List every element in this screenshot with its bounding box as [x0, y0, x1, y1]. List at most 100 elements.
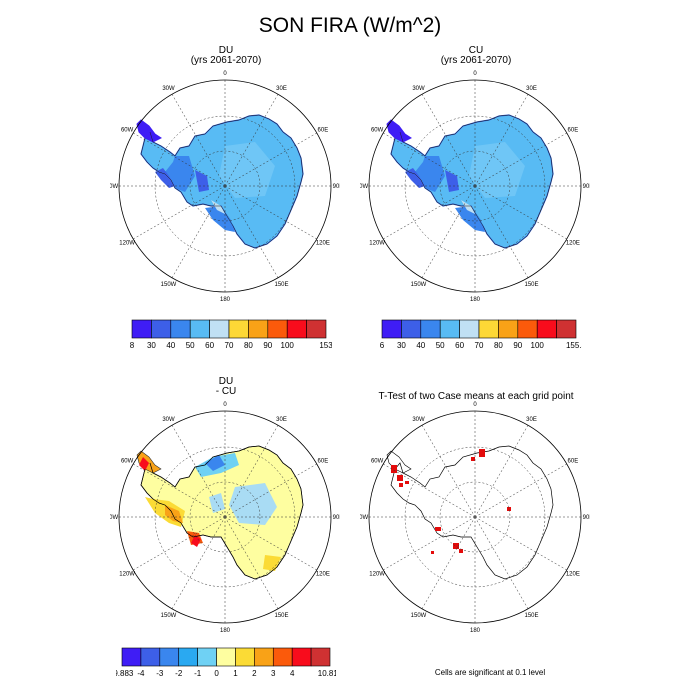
significant-cell: [399, 483, 403, 487]
meridian-line: [474, 463, 567, 518]
meridian-line: [224, 516, 317, 571]
colorbar-label: 3: [271, 669, 276, 678]
longitude-label: 120W: [119, 572, 135, 578]
longitude-label: 120E: [316, 572, 330, 578]
colorbar-label: 90: [263, 341, 272, 350]
colorbar-swatch: [291, 647, 312, 667]
longitude-label: 60E: [318, 459, 329, 465]
longitude-label: 30W: [162, 417, 175, 423]
colorbar-swatch: [170, 319, 191, 339]
colorbar-swatch: [209, 319, 230, 339]
meridian-line: [383, 463, 476, 518]
longitude-label: 120E: [566, 572, 580, 578]
meridian-line: [224, 185, 317, 240]
longitude-label: 0: [223, 402, 227, 408]
colorbar-label: 80: [244, 341, 253, 350]
colorbar-swatch: [178, 647, 198, 667]
colorbar-swatch: [267, 319, 288, 339]
panel-title-line1: DU: [218, 45, 234, 56]
continent-field: [386, 445, 554, 580]
colorbar-label: 0: [214, 669, 219, 678]
significant-cell: [479, 449, 485, 457]
map-du: 0 30E 60E 90E 120E 150E 180 150W 120W 90W 60W 30W: [110, 71, 340, 303]
longitude-label: 30E: [526, 86, 537, 92]
continent-field: [136, 114, 304, 249]
meridian-line: [421, 425, 476, 518]
meridian-line: [133, 463, 226, 518]
longitude-label: 180: [220, 628, 231, 634]
colorbar-swatch: [306, 319, 327, 339]
map-boundary: [118, 79, 332, 293]
meridian-line: [383, 132, 476, 187]
colorbar-label: 1: [233, 669, 238, 678]
colorbar-label: 70: [225, 341, 234, 350]
panel-title-line1: T-Test of two Case means at each grid po…: [378, 391, 574, 402]
meridian-line: [383, 516, 476, 571]
colorbar-label: -2: [175, 669, 183, 678]
colorbar-swatch: [401, 319, 422, 339]
longitude-label: 150W: [411, 613, 427, 619]
longitude-label: 30E: [526, 417, 537, 423]
panel-title-line1: DU: [218, 376, 234, 387]
meridian-line: [171, 425, 226, 518]
longitude-label: 150W: [161, 613, 177, 619]
meridian-line: [171, 94, 226, 187]
colorbar-swatch: [286, 319, 307, 339]
longitude-label: 150E: [274, 282, 288, 288]
longitude-label: 90W: [110, 184, 119, 190]
colorbar-swatch: [140, 647, 161, 667]
longitude-label: 150E: [524, 613, 538, 619]
meridian-line: [474, 132, 567, 187]
meridian-line: [224, 94, 279, 187]
map-boundary: [368, 410, 582, 624]
meridian-line: [383, 185, 476, 240]
latitude-circle: [404, 446, 546, 588]
latitude-circle: [439, 481, 511, 553]
colorbar-swatch: [536, 319, 557, 339]
meridian-line: [421, 516, 476, 609]
continent-field: [386, 114, 554, 249]
significant-cell: [435, 527, 441, 531]
meridian-line: [171, 185, 226, 278]
panel-title-diff: DU - CU: [146, 377, 306, 397]
longitude-label: 60W: [121, 128, 134, 134]
longitude-label: 60E: [318, 128, 329, 134]
colorbar-swatch: [248, 319, 269, 339]
colorbar-swatch: [151, 319, 172, 339]
longitude-label: 90W: [360, 184, 369, 190]
latitude-circle: [154, 446, 296, 588]
longitude-label: 60W: [121, 459, 134, 465]
meridian-line: [171, 516, 226, 609]
colorbar-label: 50: [436, 341, 445, 350]
map-ttest: 0 30E 60E 90E 120E 150E 180 150W 120W 90W 60W 30W: [360, 402, 590, 634]
colorbar-label: 80: [494, 341, 503, 350]
longitude-label: 150W: [411, 282, 427, 288]
meridian-line: [421, 185, 476, 278]
panel-title-ttest: T-Test of two Case means at each grid po…: [356, 392, 596, 402]
longitude-label: 30E: [276, 417, 287, 423]
meridian-line: [133, 185, 226, 240]
longitude-label: 60E: [568, 128, 579, 134]
colorbar-swatch: [235, 647, 255, 667]
longitude-label: 90E: [333, 184, 340, 190]
significant-cell: [391, 465, 397, 473]
longitude-label: 120E: [316, 241, 330, 247]
meridian-line: [474, 425, 529, 518]
meridian-line: [474, 516, 529, 609]
latitude-circle: [189, 150, 261, 222]
meridian-line: [474, 185, 529, 278]
colorbar-label: 90: [513, 341, 522, 350]
latitude-circle: [189, 481, 261, 553]
colorbar-swatch: [498, 319, 519, 339]
colorbar-swatch: [310, 647, 331, 667]
significance-note: Cells are significant at 0.1 level: [434, 668, 546, 677]
map-boundary: [368, 79, 582, 293]
longitude-label: 90W: [360, 515, 369, 521]
longitude-label: 90W: [110, 515, 119, 521]
longitude-label: 120W: [369, 241, 385, 247]
colorbar-label: 100: [281, 341, 295, 350]
colorbar-swatch: [216, 647, 236, 667]
significant-cell: [459, 549, 463, 553]
colorbar-swatch: [254, 647, 274, 667]
panel-title-du: DU (yrs 2061-2070): [146, 46, 306, 66]
